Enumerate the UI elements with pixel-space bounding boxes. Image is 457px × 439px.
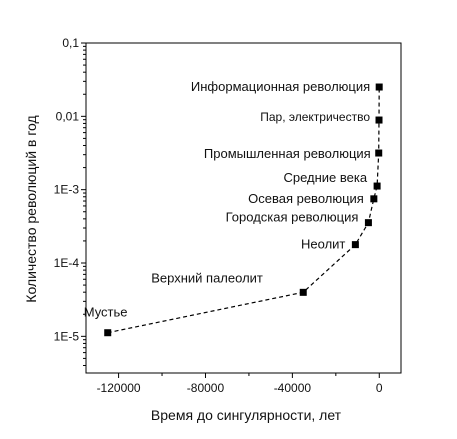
y-axis-title: Количество революций в год	[23, 115, 39, 302]
y-tick-label: 1E-4	[54, 256, 80, 270]
y-tick-label: 0,01	[56, 109, 80, 123]
data-point	[375, 149, 383, 157]
point-label: Городская революция	[226, 210, 359, 225]
y-tick-label: 1E-3	[54, 183, 80, 197]
y-axis-ticks: 0,1 0,01 1E-3 1E-4 1E-5	[54, 36, 86, 367]
data-point	[299, 288, 307, 296]
data-points	[104, 83, 383, 337]
y-tick-label: 1E-5	[54, 329, 80, 343]
x-axis-title: Время до сингулярности, лет	[151, 407, 342, 423]
point-label: Промышленная революция	[204, 146, 371, 161]
point-label: Верхний палеолит	[151, 270, 263, 285]
x-axis-ticks: -120000 -80000 -40000 0	[97, 373, 383, 395]
x-tick-label: -40000	[274, 381, 312, 395]
point-label: Мустье	[84, 305, 128, 320]
point-labels: Мустье Верхний палеолит Неолит Городская ре…	[84, 79, 371, 320]
point-label: Осевая революция	[248, 191, 364, 206]
data-point	[375, 116, 383, 124]
data-point	[104, 329, 112, 337]
data-point	[364, 219, 372, 227]
data-point	[351, 241, 359, 249]
y-tick-label: 0,1	[62, 36, 79, 50]
point-label: Неолит	[301, 237, 345, 252]
data-point	[370, 195, 378, 203]
trend-line	[107, 86, 380, 334]
plot-frame	[85, 42, 402, 374]
point-label: Средние века	[283, 170, 367, 185]
x-tick-label: -120000	[97, 381, 141, 395]
data-point	[375, 83, 383, 91]
point-label: Информационная революция	[191, 79, 370, 94]
x-tick-label: 0	[376, 381, 383, 395]
point-label: Пар, электричество	[260, 110, 370, 124]
x-tick-label: -80000	[187, 381, 225, 395]
data-point	[373, 182, 381, 190]
